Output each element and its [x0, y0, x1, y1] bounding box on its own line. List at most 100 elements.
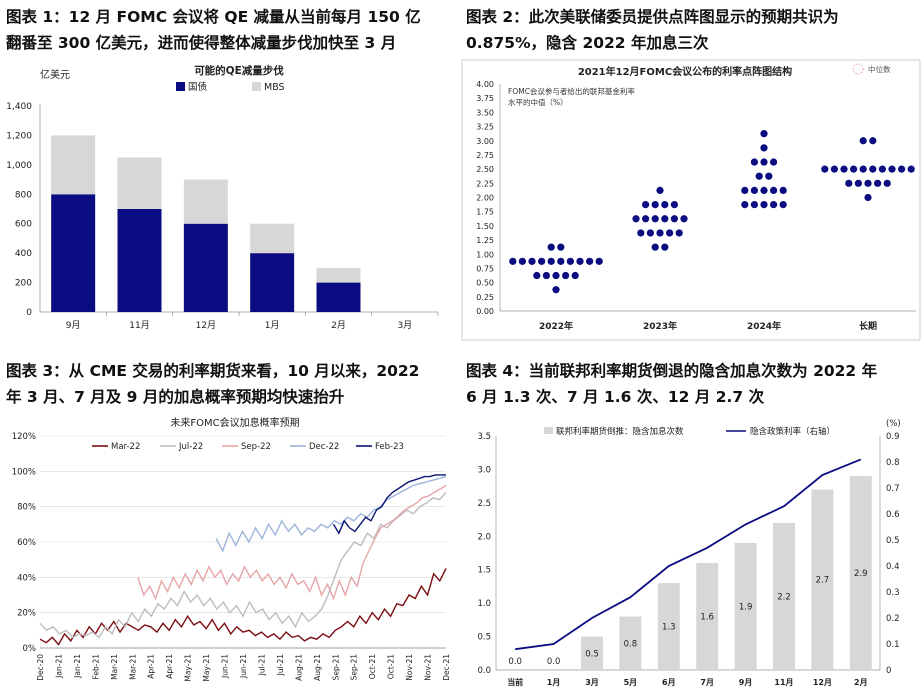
chart-title: 未来FOMC会议加息概率预期 [170, 416, 299, 429]
y2-tick-label: 0.6 [886, 510, 900, 520]
y2-tick-label: 0.2 [886, 614, 900, 624]
figure1-caption-line2: 翻番至 300 亿美元，进而使得整体减量步伐加快至 3 月 [6, 34, 397, 52]
dot-1 [646, 229, 654, 237]
bar-data-label: 0.5 [585, 649, 599, 659]
bar-data-label: 2.7 [816, 576, 830, 586]
figure1-caption-line1: 图表 1：12 月 FOMC 会议将 QE 减量从当前每月 150 亿 [6, 8, 421, 26]
bar-5 [696, 563, 719, 670]
dot-0 [528, 257, 536, 265]
dot-1 [651, 215, 659, 223]
x-tick-label: 长期 [859, 320, 877, 332]
dot-2 [770, 200, 778, 209]
x-tick-label: 1月 [547, 678, 561, 687]
figure1-caption: 图表 1：12 月 FOMC 会议将 QE 减量从当前每月 150 亿 翻番至 … [6, 4, 456, 56]
legend-label-1: MBS [264, 82, 285, 93]
legend-bar-label: 联邦利率期货倒推：隐含加息次数 [556, 426, 684, 437]
dot-0 [557, 257, 565, 265]
dot-2 [741, 200, 749, 209]
y-tick-label: 2.75 [476, 151, 494, 160]
dot-3 [888, 165, 896, 173]
legend-label-2: Sep-22 [241, 442, 271, 452]
dot-2 [770, 158, 778, 166]
y-tick-label: 0.00 [476, 307, 494, 316]
y-tick-label: 1.50 [476, 222, 494, 231]
x-tick-label: Jan-21 [54, 654, 63, 679]
bar-9 [849, 476, 872, 670]
y-tick-label: 1,400 [6, 102, 32, 112]
dot-0 [533, 271, 541, 280]
x-tick-label: 2022年 [539, 320, 573, 332]
dot-2 [760, 200, 768, 209]
bar-treasury-2 [183, 223, 228, 312]
y-tick-label: 1.5 [477, 566, 491, 576]
dot-3 [859, 165, 867, 173]
y-axis-unit: 亿美元 [40, 68, 70, 81]
y2-tick-label: 0.8 [886, 458, 900, 468]
series-line-Mar-22 [39, 568, 447, 646]
dot-1 [661, 200, 669, 209]
bar-treasury-1 [117, 209, 162, 312]
dot-1 [632, 215, 640, 223]
bar-7 [773, 522, 795, 670]
dot-3 [864, 193, 872, 202]
dot-1 [637, 229, 645, 237]
bar-mbs-1 [117, 157, 162, 209]
dot-1 [661, 243, 669, 251]
dot-0 [595, 257, 603, 265]
x-tick-label: 12月 [196, 320, 216, 331]
bar-treasury-0 [51, 194, 96, 312]
bar-data-label: 0.8 [624, 639, 638, 649]
bar-data-label: 1.9 [739, 602, 753, 612]
x-tick-label: Jul-21 [257, 654, 266, 677]
figure4-caption-line1: 图表 4：当前联邦利率期货倒退的隐含加息次数为 2022 年 [466, 362, 878, 380]
y-tick-label: 100% [12, 467, 36, 477]
dot-1 [651, 243, 659, 251]
dot-2 [755, 172, 763, 180]
dot-0 [547, 243, 555, 251]
legend-label-0: Mar-22 [111, 442, 140, 452]
figure2-caption-line2: 0.875%，隐含 2022 年加息三次 [466, 34, 709, 52]
dot-1 [680, 215, 688, 223]
dot-2 [779, 186, 787, 195]
y2-tick-label: 0 [886, 666, 891, 676]
dot-2 [750, 158, 758, 166]
y-tick-label: 4.00 [476, 80, 494, 89]
dot-3 [898, 165, 906, 173]
dot-0 [547, 257, 555, 265]
dot-1 [656, 229, 664, 237]
y-tick-label: 1,000 [6, 161, 32, 171]
y-tick-label: 0.5 [477, 633, 491, 643]
figure2-caption-line1: 图表 2：此次美联储委员提供点阵图显示的预期共识为 [466, 8, 839, 26]
x-tick-label: May-21 [202, 654, 211, 682]
bar-2 [581, 636, 603, 670]
dot-3 [840, 165, 848, 173]
x-tick-label: 2024年 [747, 320, 781, 332]
dot-3 [878, 165, 886, 173]
dot-2 [741, 186, 749, 195]
dot-1 [670, 200, 678, 209]
y-tick-label: 2.50 [476, 165, 494, 174]
dot-0 [562, 271, 570, 280]
x-tick-label: Dec-21 [442, 654, 451, 681]
dot-plot-chart: 2021年12月FOMC会议公布的利率点阵图结构 中位数 FOMC会议参与者给出的联… [461, 59, 921, 341]
dot-3 [821, 165, 829, 173]
chart-frame [461, 59, 921, 341]
y-tick-label: 400 [15, 249, 32, 259]
x-tick-label: Jun-21 [239, 654, 248, 679]
x-tick-label: May-21 [184, 654, 193, 682]
dot-1 [642, 200, 650, 209]
chart-title: 可能的QE减量步伐 [194, 64, 284, 77]
dot-3 [883, 179, 891, 187]
y-tick-label: 0% [23, 644, 37, 654]
x-tick-label: 11月 [129, 320, 149, 331]
dot-1 [651, 200, 659, 209]
x-tick-label: Apr-21 [165, 654, 174, 679]
x-tick-label: Oct-21 [368, 654, 377, 679]
dot-0 [552, 271, 560, 280]
x-tick-label: Nov-21 [424, 654, 433, 681]
series-line-Feb-23 [332, 474, 446, 535]
bar-data-label: 2.2 [777, 592, 791, 602]
y-tick-label: 3.0 [477, 465, 491, 475]
dot-3 [830, 165, 838, 173]
